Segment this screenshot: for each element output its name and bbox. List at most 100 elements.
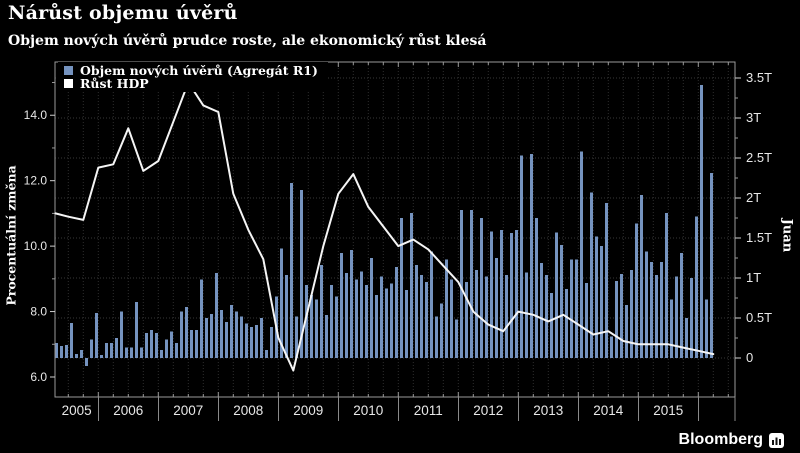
loan-bar	[155, 333, 158, 358]
loan-bar	[150, 330, 153, 358]
loan-bar	[375, 294, 378, 358]
year-label: 2007	[173, 403, 203, 418]
loan-bar	[385, 288, 388, 358]
loan-bar	[170, 331, 173, 358]
year-label: 2015	[653, 403, 683, 418]
loan-bar	[110, 342, 113, 358]
year-label: 2005	[62, 403, 92, 418]
loan-bar	[280, 248, 283, 358]
right-tick-label: 3T	[746, 110, 761, 125]
loan-bar	[460, 210, 463, 358]
loan-bar	[230, 305, 233, 358]
year-label: 2006	[113, 403, 143, 418]
loan-bar	[105, 342, 108, 358]
loan-bar	[695, 216, 698, 358]
loan-bar	[530, 154, 533, 358]
loan-bar	[300, 190, 303, 358]
loan-bar	[240, 316, 243, 358]
loans-series-label: Objem nových úvěrů (Agregát R1)	[80, 63, 318, 78]
loan-bar	[445, 259, 448, 358]
loan-bar	[130, 347, 133, 358]
left-tick-label: 12.0	[24, 174, 48, 188]
loan-bar	[540, 262, 543, 358]
loan-bar	[425, 282, 428, 358]
loan-bar	[70, 322, 73, 358]
loan-bar	[650, 262, 653, 358]
loan-bar	[205, 318, 208, 358]
loan-bar	[660, 262, 663, 358]
loan-bar	[520, 155, 523, 358]
loan-bar	[405, 290, 408, 358]
loan-bar	[490, 231, 493, 358]
loan-bar	[500, 230, 503, 358]
loan-bar	[510, 233, 513, 358]
legend-item-gdp: Růst HDP	[64, 76, 318, 91]
loan-bar	[640, 194, 643, 358]
year-label: 2009	[293, 403, 323, 418]
loan-bar	[65, 345, 68, 358]
loan-bar	[675, 276, 678, 358]
loan-bar	[125, 347, 128, 358]
loan-bar	[305, 285, 308, 358]
gdp-line	[54, 81, 715, 372]
loan-bar	[645, 251, 648, 358]
loan-bar	[335, 296, 338, 358]
loan-bar	[700, 85, 703, 358]
loan-bar	[390, 283, 393, 358]
loan-bar	[705, 299, 708, 358]
loan-bar	[600, 246, 603, 358]
loan-bar	[225, 322, 228, 358]
right-tick-label: 2T	[746, 190, 761, 205]
loan-bar	[495, 258, 498, 358]
loan-bar	[295, 316, 298, 358]
loan-bar	[120, 311, 123, 358]
loan-bar	[220, 310, 223, 358]
chart-title: Nárůst objemu úvěrů	[8, 2, 238, 24]
loan-bar	[680, 253, 683, 358]
year-label: 2010	[353, 403, 383, 418]
loan-bar	[570, 259, 573, 358]
loan-bar	[245, 323, 248, 358]
loan-bar	[515, 230, 518, 358]
loan-bar	[380, 276, 383, 358]
gdp-series-label: Růst HDP	[80, 76, 149, 91]
loan-bar	[435, 316, 438, 358]
loan-bar	[210, 314, 213, 358]
loan-bar	[145, 333, 148, 358]
loan-bar	[485, 276, 488, 358]
loan-bar	[535, 218, 538, 358]
loan-bar	[135, 302, 138, 358]
loan-bar	[635, 223, 638, 358]
left-axis-title: Procentuální změna	[3, 165, 19, 306]
bar-chart-terminal-icon	[769, 432, 784, 448]
right-tick-label: 1T	[746, 270, 761, 285]
loan-bar	[85, 358, 88, 366]
loan-bar	[415, 265, 418, 358]
loan-bar	[270, 326, 273, 358]
loan-bar	[315, 299, 318, 358]
loan-bar	[480, 218, 483, 358]
loan-bar	[80, 350, 83, 358]
loan-bar	[465, 282, 468, 358]
loan-bar	[630, 270, 633, 358]
loan-bar	[165, 339, 168, 358]
loan-bar	[330, 285, 333, 358]
loan-bar	[90, 339, 93, 358]
loan-bar	[360, 271, 363, 358]
bloomberg-logo: Bloomberg	[679, 431, 784, 449]
year-label: 2011	[414, 403, 443, 418]
loan-bar	[250, 326, 253, 358]
left-tick-label: 8.0	[30, 305, 47, 319]
loan-bar	[655, 274, 658, 358]
loan-bar	[200, 279, 203, 358]
loan-bar	[710, 173, 713, 358]
loan-bar	[615, 281, 618, 358]
loan-bar	[555, 232, 558, 358]
loan-bar	[160, 350, 163, 358]
bloomberg-wordmark: Bloomberg	[678, 431, 763, 448]
loan-bar	[340, 253, 343, 358]
loan-bar	[55, 342, 58, 358]
loan-bar	[590, 192, 593, 358]
